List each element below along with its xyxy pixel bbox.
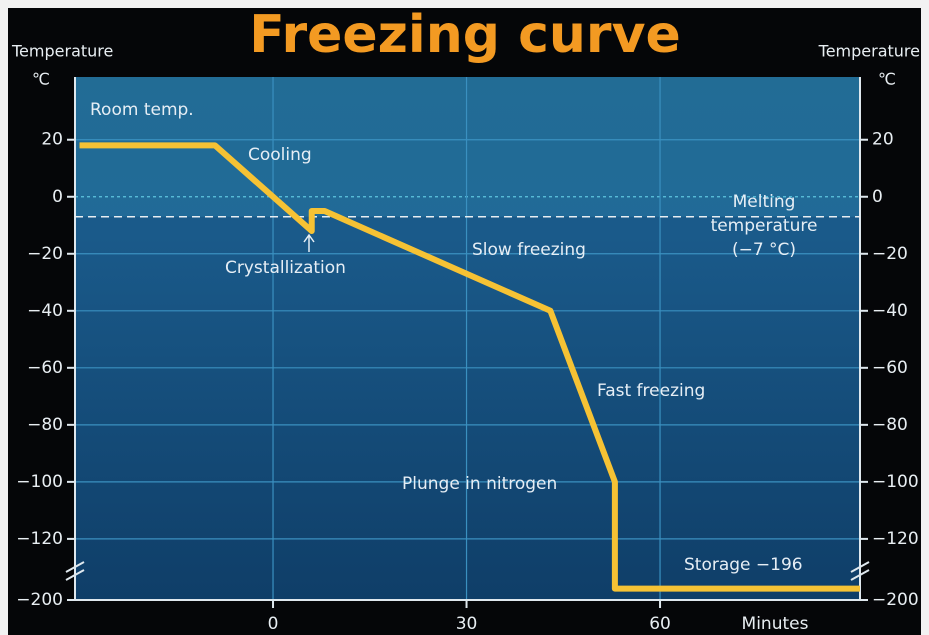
annotation: Fast freezing (597, 381, 705, 401)
x-tick-label: 60 (649, 614, 671, 634)
y2-tick-label: −60 (872, 358, 908, 378)
y2-tick-label: 20 (872, 130, 894, 150)
y-axis-label: Temperature (11, 42, 113, 61)
annotation: Slow freezing (472, 240, 586, 260)
y2-axis-unit: ℃ (878, 70, 896, 89)
annotation: temperature (711, 216, 818, 236)
y-tick-label: −120 (16, 529, 63, 549)
annotation: Cooling (248, 145, 312, 165)
annotation: Storage −196 (684, 555, 803, 575)
y2-tick-label: −20 (872, 244, 908, 264)
y-tick-label: 20 (41, 130, 63, 150)
y-tick-label: −20 (27, 244, 63, 264)
y2-tick-label: 0 (872, 187, 883, 207)
x-axis-label: Minutes (742, 614, 809, 634)
chart: Freezing curve Temperature ℃ Temperature… (0, 0, 929, 635)
x-tick-label: 30 (456, 614, 478, 634)
annotation: (−7 °C) (732, 240, 796, 260)
y2-tick-label: −120 (872, 529, 919, 549)
chart-title: Freezing curve (249, 5, 680, 65)
annotation: Crystallization (225, 258, 346, 278)
x-tick-label: 0 (268, 614, 279, 634)
y-tick-label: −80 (27, 415, 63, 435)
y-tick-label: −60 (27, 358, 63, 378)
y2-tick-label: −80 (872, 415, 908, 435)
y-tick-label: −40 (27, 301, 63, 321)
y-tick-label: −200 (16, 590, 63, 610)
y2-axis-label: Temperature (818, 42, 920, 61)
y-axis-unit: ℃ (32, 70, 50, 89)
annotation: Melting (733, 192, 796, 212)
y2-tick-label: −100 (872, 472, 919, 492)
annotation: Room temp. (90, 100, 194, 120)
y-tick-label: −100 (16, 472, 63, 492)
annotation: Plunge in nitrogen (402, 474, 557, 494)
y2-tick-label: −40 (872, 301, 908, 321)
y-tick-label: 0 (52, 187, 63, 207)
y2-tick-label: −200 (872, 590, 919, 610)
